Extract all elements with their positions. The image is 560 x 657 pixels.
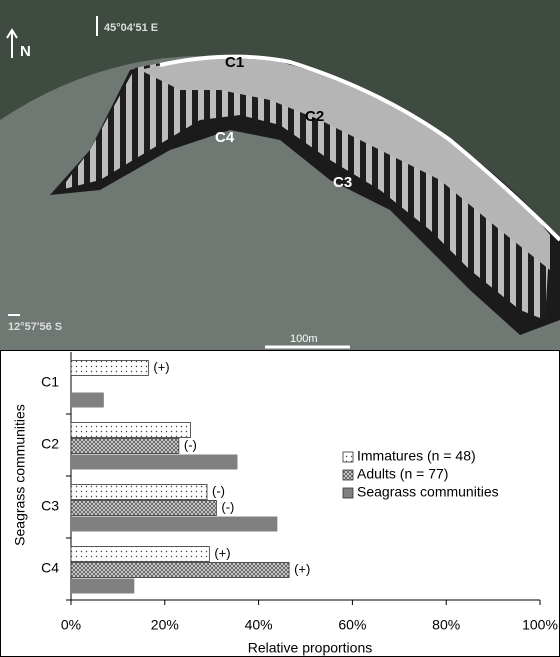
zone-label: C4 (215, 129, 235, 146)
bar (70, 438, 180, 454)
shoreline (159, 54, 560, 242)
legend-swatch (342, 487, 354, 499)
y-tick-label: C4 (41, 560, 59, 576)
bar (70, 422, 191, 438)
map: N 45°04'51 E 12°57'56 S 100m C1 C2 C3 C4 (0, 0, 560, 350)
bar (71, 392, 104, 408)
y-tick-label: C2 (41, 436, 59, 452)
bar (70, 500, 217, 516)
bar (70, 546, 210, 562)
x-tick-label: 40% (245, 617, 273, 633)
x-tick-label: 60% (338, 617, 366, 633)
y-tick-label: C1 (41, 374, 59, 390)
x-axis-title: Relative proportions (248, 640, 373, 656)
bar (71, 578, 135, 594)
bar-annotation: (-) (212, 483, 225, 498)
sand-zone (140, 58, 550, 270)
x-tick-label: 80% (432, 617, 460, 633)
bar (70, 360, 149, 376)
bar-annotation: (+) (153, 359, 169, 374)
x-tick-label: 0% (61, 617, 81, 633)
legend-label: Adults (n = 77) (357, 466, 448, 482)
bar-annotation: (-) (184, 437, 197, 452)
scale-label: 100m (290, 333, 318, 345)
north-label: N (20, 43, 31, 60)
north-arrow-head (6, 28, 18, 39)
x-tick-label: 20% (151, 617, 179, 633)
y-axis-title: Seagrass communities (12, 404, 28, 546)
longitude-label: 45°04'51 E (104, 22, 158, 34)
bar (70, 562, 290, 578)
bar (71, 454, 238, 470)
zone-label: C1 (225, 54, 244, 71)
bar-annotation: (+) (214, 545, 230, 560)
seagrass-zone (60, 58, 550, 321)
legend-swatch (342, 451, 354, 463)
legend-label: Immatures (n = 48) (357, 448, 476, 464)
legend-swatch (342, 469, 354, 481)
legend-label: Seagrass communities (357, 484, 499, 500)
zone-label: C3 (333, 174, 352, 191)
x-tick-label: 100% (522, 617, 558, 633)
bar (70, 484, 208, 500)
zone-label: C2 (305, 108, 324, 125)
latitude-label: 12°57'56 S (8, 321, 62, 333)
y-tick-label: C3 (41, 498, 59, 514)
bar (71, 516, 278, 532)
bar-annotation: (-) (221, 499, 234, 514)
bar-annotation: (+) (294, 561, 310, 576)
